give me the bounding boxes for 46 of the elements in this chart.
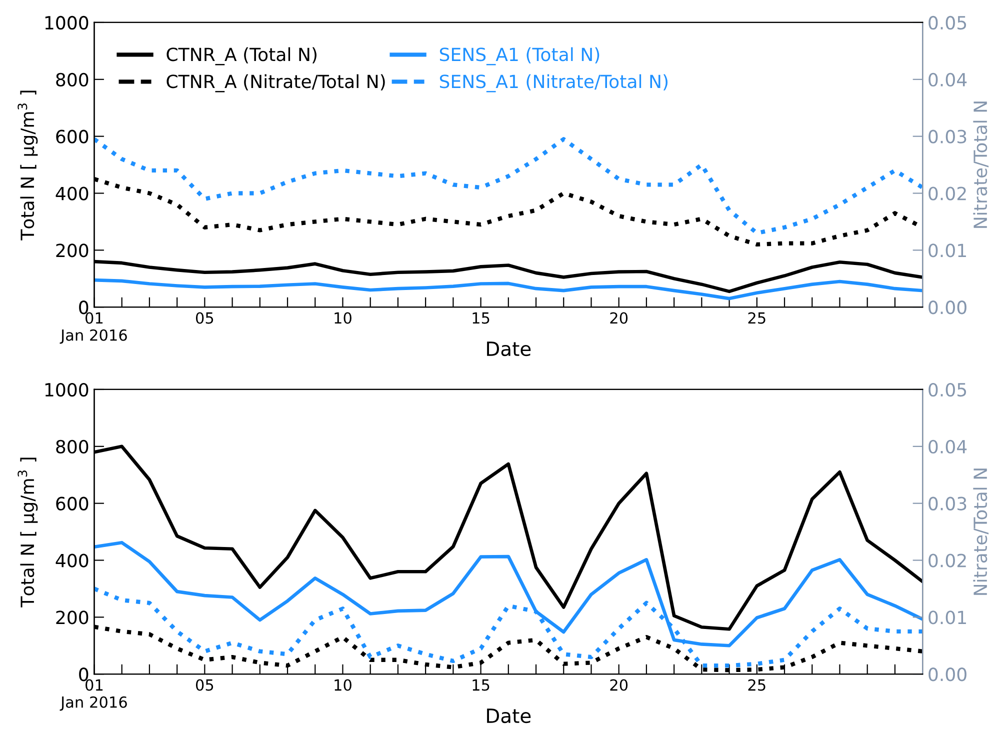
y2-tick-label: 0.03 bbox=[928, 496, 966, 510]
y2-tick-label: 0.00 bbox=[928, 668, 966, 682]
y2-tick-label: 0.02 bbox=[928, 186, 966, 200]
y2-tick-label: 0.04 bbox=[928, 440, 967, 454]
legend-label: SENS_A1 (Nitrate/Total N) bbox=[440, 74, 668, 92]
y2-tick-label: 0.02 bbox=[928, 554, 966, 568]
x-tick-label: 25 bbox=[748, 312, 766, 324]
x-tick-label: 05 bbox=[196, 312, 214, 324]
x-tick-label: 20 bbox=[610, 679, 628, 691]
x-tick-label: 15 bbox=[472, 679, 490, 691]
x-tick-label: 15 bbox=[472, 312, 490, 324]
y-tick-label: 600 bbox=[56, 130, 88, 144]
legend-label: SENS_A1 (Total N) bbox=[440, 47, 600, 66]
y-tick-label: 1000 bbox=[45, 382, 88, 397]
x-axis-title: Date bbox=[487, 342, 531, 356]
line-series bbox=[94, 278, 923, 300]
y-tick-label: 1000 bbox=[45, 16, 88, 30]
y2-tick-label: 0.05 bbox=[928, 382, 966, 397]
x-tick-label: 05 bbox=[196, 679, 214, 691]
x-tick-label: 25 bbox=[748, 679, 766, 691]
x-tick-label: 10 bbox=[334, 312, 352, 324]
y-axis-title: Total N [ μg/m$^{3}$ ] bbox=[18, 458, 38, 608]
y2-tick-label: 0.05 bbox=[928, 16, 966, 30]
y-tick-label: 800 bbox=[56, 72, 88, 87]
x-axis-title: Date bbox=[487, 708, 531, 724]
y2-tick-label: 0.01 bbox=[928, 244, 966, 258]
line-series bbox=[94, 137, 923, 236]
y-tick-label: 200 bbox=[56, 244, 88, 258]
y-tick-label: 400 bbox=[56, 554, 88, 568]
y-tick-label: 400 bbox=[56, 186, 88, 200]
y-tick-label: 0 bbox=[79, 300, 88, 314]
x-tick-label: 20 bbox=[610, 312, 628, 324]
y2-axis-title: Nitrate/Total N bbox=[973, 468, 989, 595]
y2-axis-title: Nitrate/Total N bbox=[973, 102, 989, 228]
y2-tick-label: 0.04 bbox=[928, 72, 967, 87]
y-tick-label: 600 bbox=[56, 496, 88, 510]
y-tick-label: 800 bbox=[56, 440, 88, 454]
y-tick-label: 200 bbox=[56, 610, 88, 624]
y-tick-label: 0 bbox=[79, 668, 88, 682]
legend-label: CTNR_A (Nitrate/Total N) bbox=[166, 74, 385, 92]
legend-label: CTNR_A (Total N) bbox=[166, 47, 316, 66]
x-tick-label: 10 bbox=[334, 679, 352, 691]
y2-tick-label: 0.00 bbox=[928, 300, 966, 314]
y2-tick-label: 0.03 bbox=[928, 130, 966, 144]
y-axis-title: Total N [ μg/m$^{3}$ ] bbox=[18, 90, 38, 240]
y2-tick-label: 0.01 bbox=[928, 610, 966, 624]
